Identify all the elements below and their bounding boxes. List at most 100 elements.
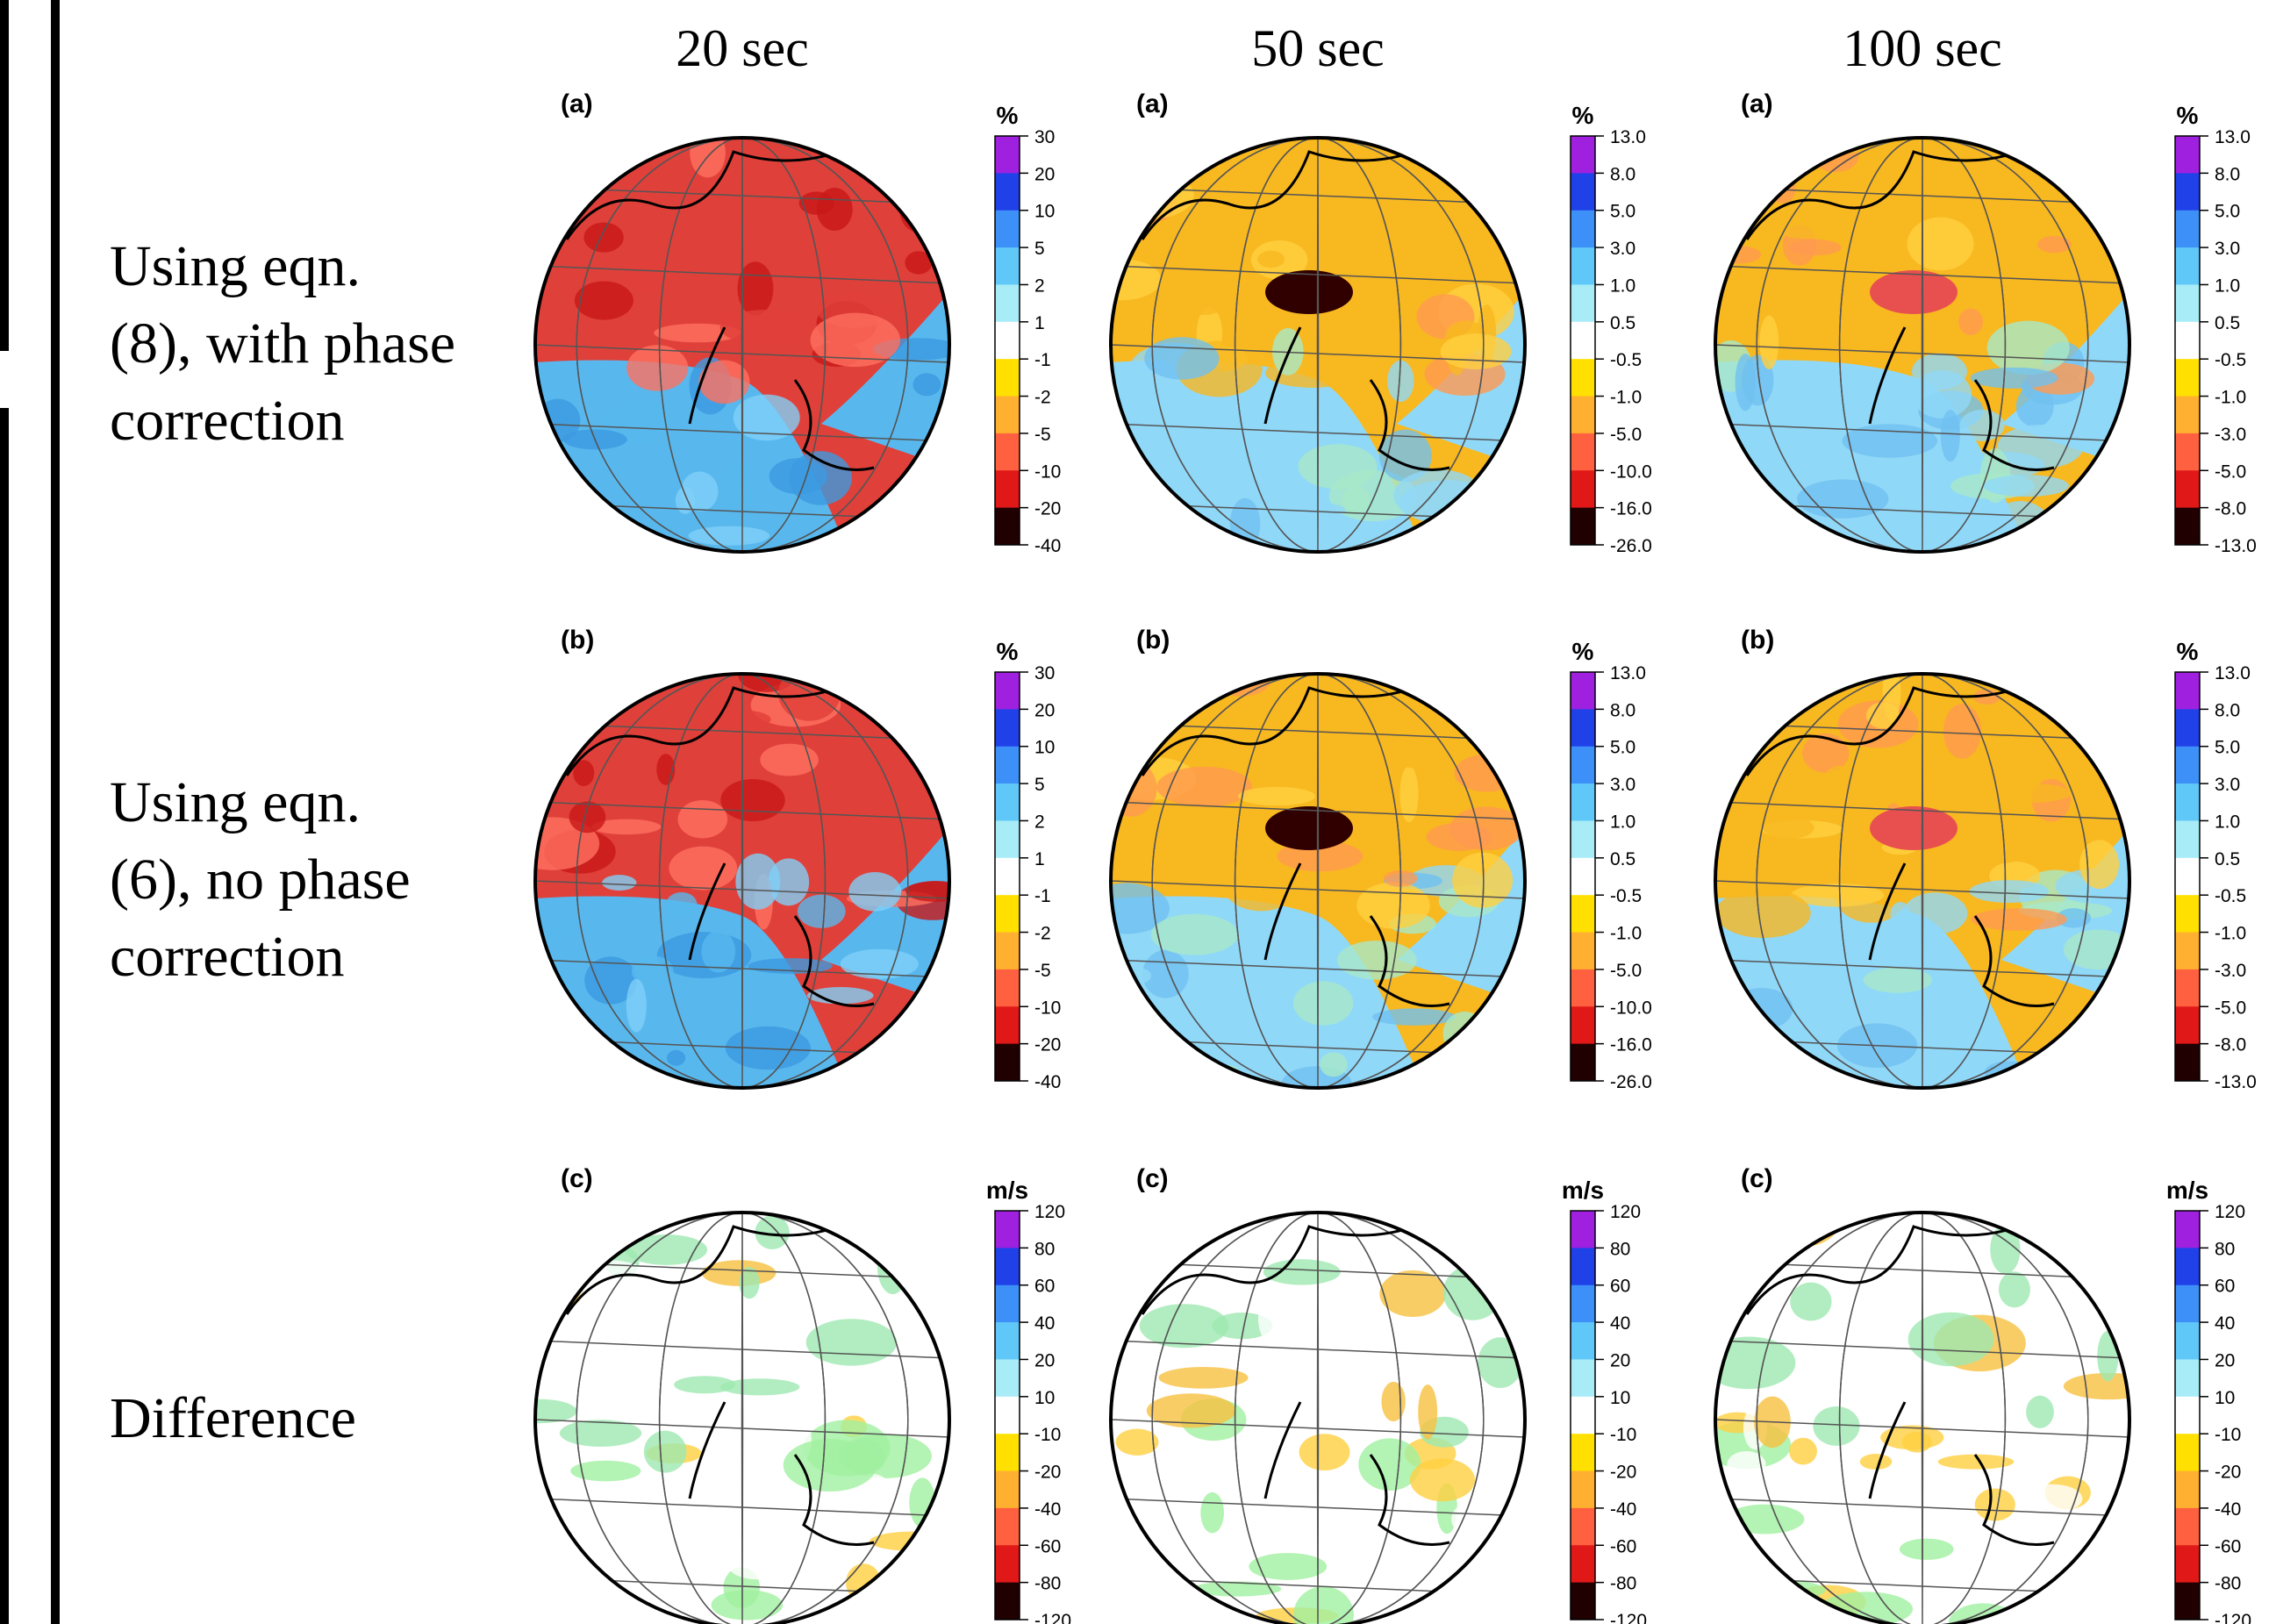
column-header: 50 sec xyxy=(1251,19,1385,77)
map-anomaly xyxy=(669,846,738,891)
panel-label: (c) xyxy=(561,1164,593,1193)
map-anomaly xyxy=(845,526,939,552)
colorbar-tick-label: -10 xyxy=(1034,461,1061,482)
map-anomaly xyxy=(1263,501,1346,518)
colorbar-tick-label: -10 xyxy=(2215,1425,2241,1445)
colorbar-segment xyxy=(995,359,1020,397)
colorbar-segment xyxy=(995,210,1020,248)
map-anomaly xyxy=(1973,689,2000,705)
map-meridian xyxy=(1838,138,2007,552)
map-coastline xyxy=(565,150,875,471)
colorbar-tick-label: -120 xyxy=(1034,1611,1071,1624)
map-anomaly xyxy=(2015,385,2054,427)
map-anomaly xyxy=(1830,1360,1860,1402)
colorbar-frame xyxy=(994,671,1020,1082)
colorbar-segment xyxy=(2175,396,2200,434)
map-anomaly xyxy=(1772,214,1843,240)
colorbar-tick-label: -1.0 xyxy=(1610,388,1642,408)
colorbar-tick-label: 8.0 xyxy=(1610,700,1635,720)
map-anomaly xyxy=(674,1376,736,1394)
colorbar-segment xyxy=(1571,1006,1595,1045)
map-anomaly xyxy=(2079,840,2120,890)
row-label: (8), with phase xyxy=(110,311,455,376)
colorbar-tick-label: -2 xyxy=(1034,388,1051,408)
map-anomaly xyxy=(1990,1224,2021,1274)
colorbar-segment xyxy=(1571,173,1595,211)
colorbar-segment xyxy=(2175,969,2200,1007)
map-anomaly xyxy=(816,187,853,231)
map-anomaly xyxy=(1426,822,1492,851)
colorbar-tick-label: 5 xyxy=(1034,239,1045,259)
colorbar-segment xyxy=(995,1043,1020,1082)
colorbar-segment xyxy=(995,783,1020,821)
panel-label: (c) xyxy=(1136,1164,1169,1193)
colorbar-segment xyxy=(995,672,1020,710)
globe-map xyxy=(1111,138,1525,552)
colorbar-tick-label: 60 xyxy=(1610,1277,1630,1297)
map-anomaly xyxy=(1715,1012,1762,1059)
map-anomaly xyxy=(1986,320,2070,376)
row-label: Using eqn. xyxy=(110,770,361,834)
colorbar-tick-label: -120 xyxy=(1610,1611,1647,1624)
colorbar-frame xyxy=(1570,1210,1596,1620)
map-anomaly xyxy=(1136,1613,1212,1624)
colorbar-segment xyxy=(2175,1284,2200,1323)
map-anomaly xyxy=(760,743,819,776)
map-parallel xyxy=(1715,880,2129,899)
map-anomaly xyxy=(688,526,770,546)
colorbar-segment xyxy=(1571,746,1595,784)
map-anomaly xyxy=(666,891,698,917)
colorbar-tick-label: 40 xyxy=(1034,1313,1055,1334)
map-anomaly xyxy=(535,817,600,870)
map-parallel xyxy=(535,423,949,442)
map-coastline xyxy=(1141,686,1450,1007)
map-anomaly xyxy=(1158,1366,1249,1389)
colorbar-tick-label: -1 xyxy=(1034,886,1051,906)
map-anomaly xyxy=(1870,270,1958,314)
map-anomaly xyxy=(1342,485,1370,515)
colorbar-segment xyxy=(1571,247,1595,285)
map-anomaly xyxy=(850,1473,895,1525)
globe-outline xyxy=(533,136,951,554)
colorbar-tick-label: 20 xyxy=(1034,164,1055,184)
map-anomaly xyxy=(701,930,736,973)
map-parallel xyxy=(535,344,949,363)
colorbar-segment xyxy=(2175,470,2200,509)
map-anomaly xyxy=(1387,360,1414,403)
map-anomaly xyxy=(1940,410,1960,462)
map-anomaly xyxy=(625,1234,708,1265)
map-anomaly xyxy=(1263,1259,1341,1285)
colorbar-tick-label: 3.0 xyxy=(1610,239,1635,259)
colorbar-unit: m/s xyxy=(986,1177,1028,1204)
colorbar-segment xyxy=(2175,672,2200,710)
colorbar-segment xyxy=(1571,932,1595,970)
globe-map xyxy=(535,674,949,1088)
colorbar-unit: % xyxy=(997,102,1019,129)
colorbar-tick-label: -26.0 xyxy=(1610,1072,1652,1092)
map-anomaly xyxy=(1333,1318,1368,1363)
map-anomaly xyxy=(712,710,771,729)
map-anomaly xyxy=(1256,1515,1283,1553)
map-meridian xyxy=(1756,1213,2089,1624)
column-header: 100 sec xyxy=(1843,19,2002,77)
row-label: Difference xyxy=(110,1386,356,1450)
map-anomaly xyxy=(1797,479,1889,519)
map-anomaly xyxy=(783,1439,877,1492)
map-anomaly xyxy=(1984,1061,2034,1084)
map-anomaly xyxy=(1356,882,1430,929)
colorbar-segment xyxy=(1571,1470,1595,1509)
colorbar-tick-label: 120 xyxy=(2215,1202,2245,1222)
colorbar-tick-label: -26.0 xyxy=(1610,536,1652,556)
map-anomaly xyxy=(1379,1270,1447,1317)
globe-outline xyxy=(533,1211,951,1624)
map-anomaly xyxy=(666,1049,686,1066)
map-coastline xyxy=(1141,150,1450,471)
map-anomaly xyxy=(1399,766,1419,823)
colorbar-frame xyxy=(1570,135,1596,546)
map-anomaly xyxy=(711,1590,784,1620)
colorbar-segment xyxy=(995,895,1020,934)
map-anomaly xyxy=(578,148,605,167)
divider-bar xyxy=(51,0,60,1624)
colorbar-frame xyxy=(2174,671,2201,1082)
map-anomaly xyxy=(1981,783,2072,804)
